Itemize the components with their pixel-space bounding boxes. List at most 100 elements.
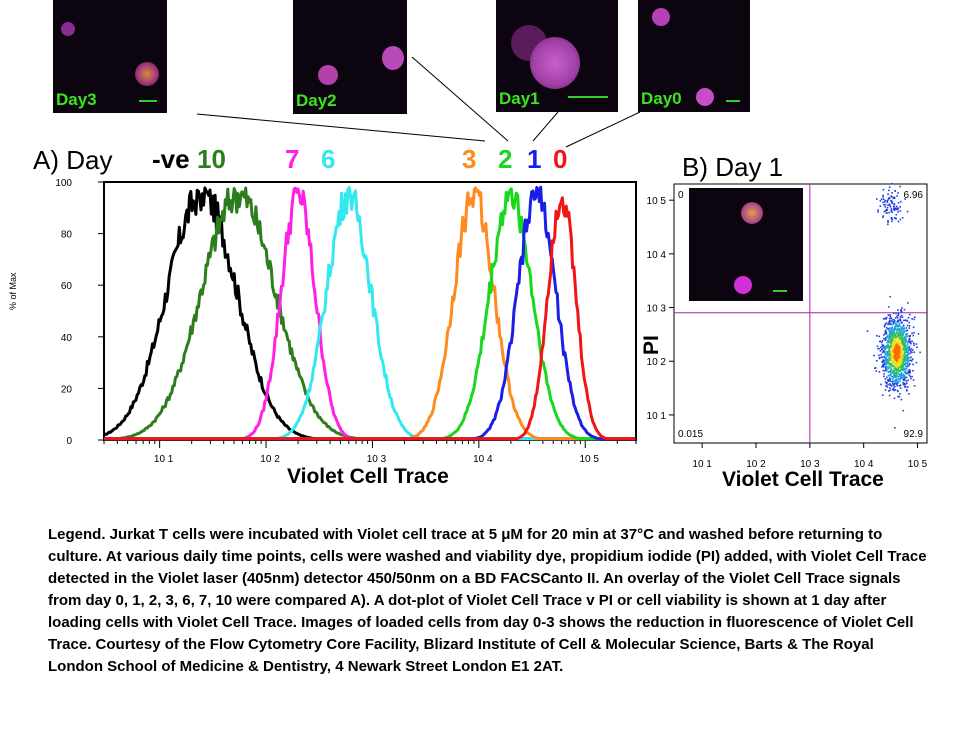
y-tick-label: 100 <box>55 178 72 189</box>
dot <box>898 360 900 362</box>
dot <box>893 196 895 198</box>
dot <box>883 325 886 328</box>
dot <box>882 194 884 197</box>
day-label-3: 6 <box>321 144 336 174</box>
dot <box>894 326 896 328</box>
dot <box>903 353 906 355</box>
dot <box>895 339 897 342</box>
dot <box>912 334 915 337</box>
dot <box>894 322 897 324</box>
dot <box>897 336 900 338</box>
dot <box>895 208 897 211</box>
inset-micrograph-day1 <box>689 188 803 301</box>
dot <box>897 314 899 316</box>
dot <box>898 361 900 364</box>
dot <box>895 350 897 353</box>
dot <box>886 362 889 364</box>
dot <box>897 343 900 346</box>
dot <box>893 358 895 360</box>
dot <box>905 357 907 360</box>
dot <box>903 319 905 322</box>
dot <box>899 380 901 382</box>
dot <box>885 344 888 347</box>
dot <box>902 374 904 377</box>
dot <box>880 383 882 386</box>
dot <box>889 371 891 373</box>
dot <box>897 354 900 357</box>
y-tick-label: 0 <box>66 436 72 447</box>
dot <box>889 380 892 382</box>
dot <box>879 340 881 343</box>
dot <box>876 360 878 362</box>
dot <box>886 206 889 209</box>
dot <box>896 330 899 332</box>
dot <box>897 357 899 359</box>
dot <box>907 345 910 348</box>
dot <box>897 382 900 384</box>
dot <box>888 321 891 323</box>
dot <box>888 394 891 397</box>
dot <box>905 380 908 382</box>
dot <box>901 307 903 309</box>
dot <box>886 376 888 379</box>
dot <box>892 372 894 375</box>
dot <box>908 327 911 329</box>
dot <box>882 195 884 198</box>
dot <box>897 372 900 375</box>
dot <box>883 356 886 358</box>
dot <box>913 351 915 353</box>
dot <box>896 382 898 385</box>
dot <box>897 211 899 213</box>
dot <box>885 329 887 332</box>
dot <box>891 326 894 328</box>
dot <box>882 215 884 217</box>
dot <box>904 355 906 357</box>
dot <box>906 358 908 361</box>
dot <box>885 382 888 385</box>
dot <box>882 198 885 200</box>
dot <box>887 371 890 373</box>
dot <box>896 331 898 334</box>
dot <box>893 351 895 354</box>
dot <box>899 346 902 348</box>
dot <box>889 314 891 316</box>
dot <box>899 210 902 212</box>
dot <box>888 364 891 366</box>
dot <box>881 366 883 368</box>
dot <box>888 196 891 199</box>
dot <box>909 335 911 337</box>
dot <box>885 357 887 360</box>
dot <box>900 335 903 337</box>
dot <box>897 376 900 378</box>
dot <box>892 205 895 208</box>
dot <box>887 365 889 368</box>
dot <box>886 200 888 202</box>
dot <box>892 354 895 357</box>
dot <box>898 366 900 369</box>
dot <box>896 323 899 326</box>
dot <box>890 332 893 335</box>
dot <box>899 369 902 371</box>
dot <box>904 356 906 359</box>
dot <box>897 395 899 398</box>
dot <box>885 318 887 320</box>
dot <box>884 337 887 339</box>
dot <box>904 198 906 200</box>
dot <box>887 367 889 370</box>
y-tick-label: 80 <box>61 230 73 241</box>
dot <box>891 356 893 359</box>
dot <box>884 349 886 351</box>
dot <box>892 343 895 345</box>
dot <box>894 427 896 429</box>
dot <box>907 347 909 350</box>
dot <box>904 385 907 388</box>
dot <box>893 320 896 322</box>
dot <box>889 366 892 368</box>
dot <box>884 338 887 341</box>
y-tick-label: 10 3 <box>647 304 667 315</box>
dot <box>911 349 914 351</box>
dot <box>884 199 887 202</box>
dot <box>903 346 906 348</box>
panel-b-x-axis-title: Violet Cell Trace <box>722 468 884 491</box>
dot <box>903 329 905 332</box>
